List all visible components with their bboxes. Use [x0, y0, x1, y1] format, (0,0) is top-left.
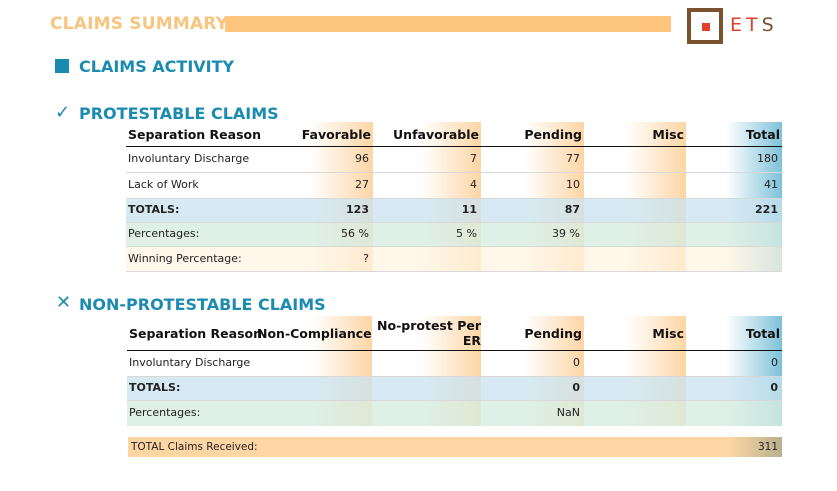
x-icon: ✕: [56, 292, 72, 313]
percent-row-bg: [126, 222, 782, 246]
winning-label: Winning Percentage:: [128, 252, 242, 265]
row-divider: [126, 246, 782, 247]
table-cell: 0: [771, 356, 778, 369]
row-divider: [127, 400, 782, 401]
table-cell: 0: [573, 356, 580, 369]
logo-text: ETS: [730, 14, 778, 36]
table-cell: 7: [470, 152, 477, 165]
percentages-label: Percentages:: [129, 406, 201, 419]
table-cell: 87: [564, 203, 580, 216]
totals-row-bg: [126, 198, 782, 222]
protestable-table: Separation Reason Favorable Unfavorable …: [126, 122, 782, 272]
section-heading-nonprotestable: NON-PROTESTABLE CLAIMS: [79, 295, 326, 314]
totals-row-bg: [127, 376, 782, 400]
header-divider: [127, 350, 782, 351]
table-cell: Involuntary Discharge: [128, 152, 250, 165]
table-cell: 41: [764, 178, 778, 191]
nonprotestable-table: Separation Reason Non-Compliance No-prot…: [127, 316, 782, 426]
row-divider: [126, 271, 782, 272]
percentages-label: Percentages:: [128, 227, 200, 240]
col-header: Pending: [524, 326, 582, 341]
grand-total-row: [128, 437, 782, 457]
col-header: Unfavorable: [393, 127, 479, 142]
table-cell: Lack of Work: [128, 178, 199, 191]
totals-label: TOTALS:: [128, 203, 180, 216]
col-header: Non-Compliance: [257, 326, 372, 341]
row-divider: [126, 172, 782, 173]
table-cell: 11: [461, 203, 477, 216]
col-header: Total: [745, 127, 780, 142]
totals-label: TOTALS:: [129, 381, 181, 394]
col-header: Pending: [524, 127, 582, 142]
percent-row-bg: [127, 400, 782, 426]
col-header: Favorable: [301, 127, 371, 142]
page-title: CLAIMS SUMMARY: [50, 14, 229, 34]
table-cell: 0: [572, 381, 580, 394]
table-cell: Involuntary Discharge: [129, 356, 251, 369]
row-divider: [126, 222, 782, 223]
table-cell: 56 %: [341, 227, 369, 240]
col-header: Separation Reason: [128, 127, 262, 142]
winning-row-bg: [126, 246, 782, 271]
table-cell: 5 %: [456, 227, 477, 240]
table-cell: 221: [755, 203, 778, 216]
table-cell: 4: [470, 178, 477, 191]
table-cell: 77: [566, 152, 580, 165]
grand-total-value: 311: [757, 441, 778, 453]
table-cell: 123: [346, 203, 369, 216]
square-bullet-icon: [55, 59, 69, 73]
table-cell: 96: [355, 152, 369, 165]
square-logo-icon: [687, 8, 723, 44]
winning-value: ?: [363, 252, 369, 265]
col-header: Total: [745, 326, 780, 341]
table-cell: 0: [770, 381, 778, 394]
section-heading-activity: CLAIMS ACTIVITY: [79, 57, 235, 76]
col-header: Separation Reason: [129, 326, 263, 341]
col-header: No-protest Per ER: [377, 318, 481, 348]
table-cell: 10: [566, 178, 580, 191]
col-header: Misc: [652, 326, 684, 341]
title-bar: [225, 16, 671, 32]
row-divider: [127, 376, 782, 377]
header-divider: [126, 146, 782, 147]
grand-total-label: TOTAL Claims Received:: [131, 441, 258, 453]
section-heading-protestable: PROTESTABLE CLAIMS: [79, 104, 279, 123]
check-icon: ✓: [55, 102, 71, 123]
table-cell: 180: [757, 152, 778, 165]
table-cell: 39 %: [552, 227, 580, 240]
table-cell: NaN: [556, 406, 580, 419]
col-header: Misc: [652, 127, 684, 142]
table-cell: 27: [355, 178, 369, 191]
row-divider: [126, 198, 782, 199]
